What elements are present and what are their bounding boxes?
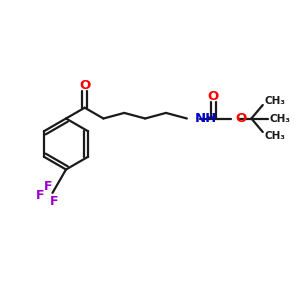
Text: F: F [36, 189, 45, 203]
Text: O: O [79, 79, 90, 92]
Text: O: O [236, 112, 247, 125]
Text: CH₃: CH₃ [270, 113, 291, 124]
Text: F: F [44, 180, 52, 193]
Text: CH₃: CH₃ [265, 131, 286, 141]
Text: NH: NH [194, 112, 217, 125]
Text: F: F [50, 195, 58, 208]
Text: O: O [208, 90, 219, 103]
Text: CH₃: CH₃ [265, 96, 286, 106]
